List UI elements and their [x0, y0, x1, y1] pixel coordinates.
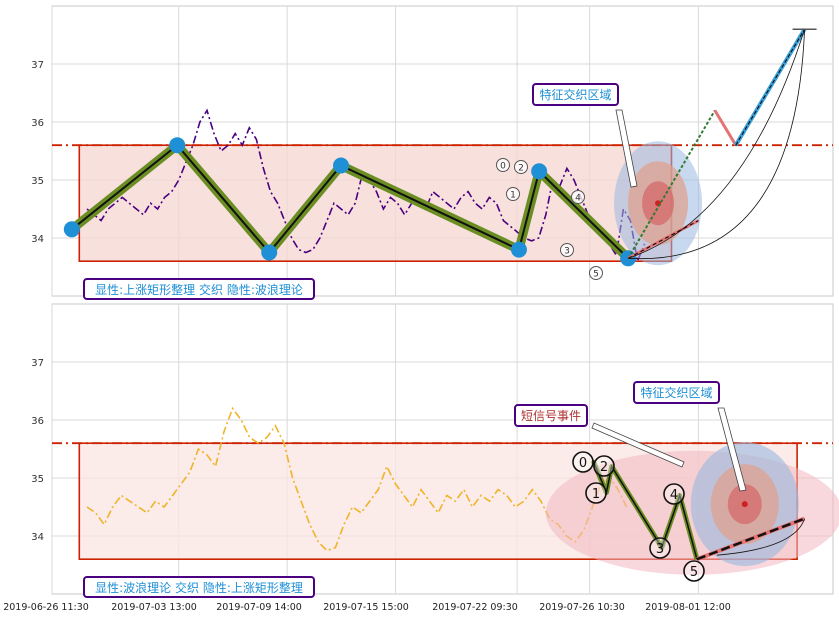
wave-label-marker: [649, 537, 671, 559]
projection-blue-core: [735, 28, 806, 146]
x-tick-label: 2019-07-26 10:30: [539, 602, 625, 613]
wave-label: 5: [593, 270, 599, 280]
wave-label-marker: [593, 455, 615, 477]
wave-label-marker: [571, 190, 585, 204]
x-tick-label: 2019-07-03 13:00: [111, 602, 197, 613]
y-tick-label: 37: [31, 60, 44, 71]
wave-label-marker: [572, 451, 594, 473]
target-arc: [716, 518, 805, 556]
wave-label: 3: [564, 247, 570, 257]
wave-label-marker: [589, 266, 603, 280]
target-arc: [628, 29, 805, 260]
y-tick-label: 36: [31, 416, 44, 427]
pattern-label-box: [83, 576, 315, 598]
wave-label: 1: [592, 487, 600, 502]
wave-node: [332, 157, 349, 174]
wave-label: 4: [670, 488, 678, 503]
wave-label: 4: [575, 194, 581, 204]
zone-label: 特征交织区域: [640, 385, 712, 400]
x-axis-ticks: 2019-06-26 11:30 2019-07-03 13:00 2019-07-…: [3, 602, 731, 613]
x-tick-label: 2019-06-26 11:30: [3, 602, 89, 613]
target-arc-2: [627, 29, 805, 259]
y-tick-label: 35: [31, 474, 44, 485]
wave-label: 2: [600, 460, 608, 475]
zone-label-box: [532, 83, 619, 106]
projection-green-dashed: [627, 109, 716, 259]
x-tick-label: 2019-08-01 12:00: [645, 602, 731, 613]
zone-center-point: [741, 501, 748, 508]
wave-node: [169, 137, 186, 154]
wave-label: 0: [579, 456, 587, 471]
wave-label: 5: [690, 565, 698, 580]
y-tick-label: 37: [31, 358, 44, 369]
y-tick-label: 34: [31, 532, 44, 543]
zone-arrow: [717, 407, 747, 492]
y-tick-label: 34: [31, 234, 44, 245]
projection-dashed: [696, 517, 806, 561]
wave-label: 2: [518, 164, 524, 174]
y-tick-label: 36: [31, 118, 44, 129]
wave-label: 3: [656, 542, 664, 557]
wave-label-marker: [514, 160, 528, 174]
pattern-label-box: [83, 278, 315, 300]
wave-node: [531, 163, 548, 180]
wave-label-marker: [506, 187, 520, 201]
wave-label: 1: [510, 191, 516, 201]
wave-node: [261, 244, 278, 261]
zone-arrow: [615, 109, 638, 188]
projection-up-segment: [713, 109, 738, 146]
zone-label-box: [633, 381, 720, 404]
pattern-label: 显性:上涨矩形整理 交织 隐性:波浪理论: [95, 282, 303, 297]
y-tick-label: 35: [31, 176, 44, 187]
wave-label: 0: [500, 162, 506, 172]
x-tick-label: 2019-07-22 09:30: [432, 602, 518, 613]
wave-label-marker: [585, 482, 607, 504]
price-series-line: [86, 406, 628, 552]
signal-label: 短信号事件: [521, 409, 581, 423]
rectangle-pattern-box: [78, 144, 673, 262]
wave-label-marker: [683, 560, 705, 582]
zone-label: 特征交织区域: [539, 87, 611, 102]
wave-label-marker: [663, 483, 685, 505]
wave-label-marker: [560, 243, 574, 257]
x-tick-label: 2019-07-15 15:00: [323, 602, 409, 613]
pattern-label: 显性:波浪理论 交织 隐性:上涨矩形整理: [95, 580, 303, 595]
x-tick-label: 2019-07-09 14:00: [216, 602, 302, 613]
wave-label-marker: [496, 158, 510, 172]
wave-node: [510, 241, 527, 258]
signal-label-box: [514, 404, 588, 427]
wave-node: [63, 221, 80, 238]
signal-arrow: [591, 422, 685, 468]
projection-side-core: [627, 220, 699, 259]
